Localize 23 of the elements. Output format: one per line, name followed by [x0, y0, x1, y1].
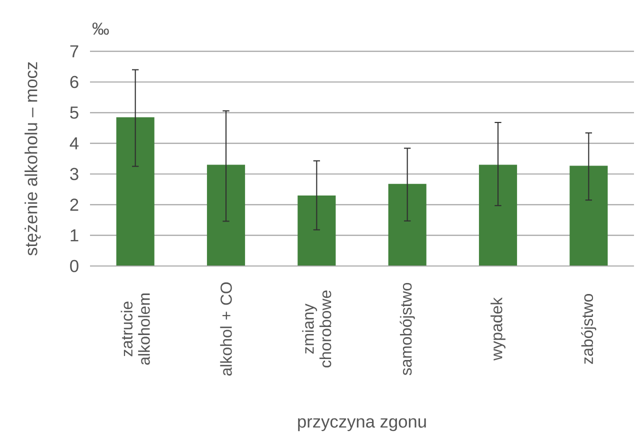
y-axis-title: stężenie alkoholu – mocz	[24, 62, 41, 256]
x-tick-label: wypadek	[490, 297, 506, 361]
x-tick-label: zabójstwo	[581, 294, 596, 364]
bar	[298, 195, 336, 266]
y-tick-label: 4	[70, 137, 79, 150]
x-tick-label: alkohol + CO	[220, 282, 232, 376]
text: ‰	[92, 22, 109, 35]
bar	[206, 164, 246, 266]
x-tick-label: zatrucie alkoholem	[120, 294, 150, 365]
y-tick-label: 7	[70, 45, 78, 58]
y-tick-label: 6	[70, 76, 78, 88]
y-tick-label: 0	[70, 260, 78, 272]
x-tick-label: samobójstwo	[400, 282, 415, 376]
y-tick-label: 5	[70, 106, 78, 119]
bar	[116, 117, 154, 266]
bar	[388, 184, 426, 266]
y-tick-label: 2	[70, 198, 78, 211]
y-tick-label: 1	[70, 229, 78, 242]
x-axis-title: przyczyna zgonu	[298, 418, 426, 432]
bar	[570, 166, 608, 266]
x-tick-label: zmiany chorobowe	[302, 290, 332, 368]
y-tick-label: 3	[70, 168, 78, 180]
bar	[478, 164, 518, 266]
